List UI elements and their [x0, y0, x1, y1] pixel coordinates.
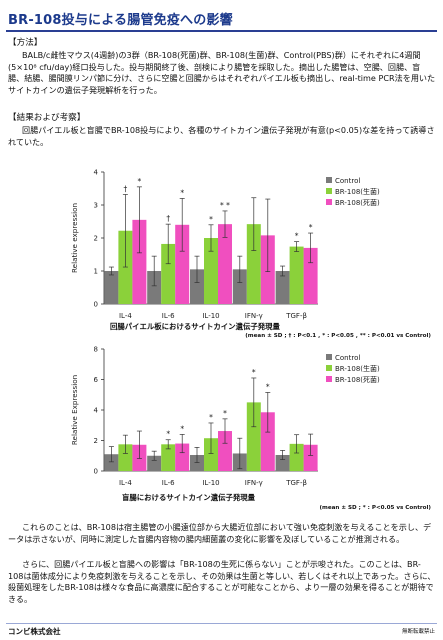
bar-0-2: [190, 269, 204, 304]
discussion-paragraph-1: これらのことは、BR-108は宿主腸管の小腸遠位部から大腸近位部において強い免疫…: [8, 522, 432, 544]
bar-2-3: [260, 412, 275, 471]
significance-mark: *: [309, 223, 313, 232]
bar-2-4: [303, 247, 318, 304]
legend-swatch-1: [326, 188, 332, 194]
bar-1-0: [118, 444, 133, 471]
bar-0-0: [104, 271, 119, 304]
x-tick-label: TGF-β: [285, 312, 307, 320]
x-tick-label: IL-6: [162, 312, 175, 320]
y-tick-label: 0: [94, 468, 98, 476]
chart2-title: 盲腸におけるサイトカイン遺伝子発現量: [122, 493, 256, 502]
page-title: BR-108投与による腸管免疫への影響: [8, 13, 233, 28]
bar-1-4: [289, 443, 304, 471]
y-tick-label: 3: [94, 202, 98, 210]
significance-mark: * *: [220, 201, 230, 210]
bar-2-0: [132, 219, 147, 304]
bar-0-0: [104, 454, 119, 471]
legend-swatch-0: [326, 354, 332, 360]
legend-swatch-1: [326, 365, 332, 371]
y-tick-label: 0: [94, 301, 98, 309]
legend-label-0: Control: [335, 177, 360, 185]
bar-2-2: [218, 431, 232, 471]
chart1-title: 回腸パイエル板におけるサイトカイン遺伝子発現量: [110, 322, 280, 331]
legend-label-0: Control: [335, 354, 360, 362]
legend-label-2: BR-108(死菌): [335, 375, 380, 384]
bar-0-1: [147, 455, 162, 471]
copyright-notice: 無断転載禁止: [401, 629, 435, 635]
bar-0-3: [232, 269, 247, 304]
bar-2-2: [218, 224, 232, 304]
bar-2-1: [175, 224, 190, 304]
y-tick-label: 2: [94, 235, 98, 243]
legend-swatch-2: [326, 199, 332, 205]
methods-body: BALB/c雌性マウス(4週齢)の3群（BR-108(死菌)群、BR-108(生…: [8, 50, 436, 96]
discussion-paragraph-2: さらに、回腸パイエル板と盲腸への影響は「BR-108の生死に係らない」ことが示唆…: [8, 559, 436, 605]
x-tick-label: IL-4: [119, 312, 132, 320]
bar-2-1: [175, 443, 190, 471]
significance-mark: *: [223, 409, 227, 418]
bar-0-2: [190, 454, 204, 471]
bar-1-2: [204, 438, 218, 471]
significance-mark: *: [209, 413, 213, 422]
x-tick-label: TGF-β: [285, 479, 307, 487]
x-tick-label: IL-10: [202, 479, 219, 487]
x-tick-label: IL-4: [119, 479, 132, 487]
methods-heading: 【方法】: [8, 38, 43, 48]
chart-peyers-patch: 0 1 2 3 4 Relative expression IL-4 † * IL-6 † * IL-1…: [70, 169, 380, 321]
bar-1-4: [289, 246, 304, 304]
bar-2-4: [303, 444, 318, 471]
chart1-note: (mean ± SD ; † : P<0.1 , * : P<0.05 , **…: [245, 333, 431, 339]
y-axis-label: Relative Expression: [70, 375, 79, 445]
bar-1-1: [161, 444, 176, 471]
legend-label-1: BR-108(生菌): [335, 187, 380, 196]
significance-mark: *: [166, 430, 170, 439]
bar-1-1: [161, 243, 176, 304]
significance-mark: *: [209, 215, 213, 224]
significance-mark: †: [124, 184, 128, 193]
footer-divider: [6, 623, 437, 624]
y-tick-label: 2: [94, 437, 98, 445]
company-name: コンビ株式会社: [8, 627, 61, 636]
bar-0-4: [275, 271, 290, 304]
significance-mark: *: [295, 232, 299, 241]
significance-mark: *: [266, 382, 270, 391]
x-tick-label: IFN-γ: [245, 312, 263, 320]
legend-swatch-0: [326, 177, 332, 183]
bar-1-2: [204, 238, 218, 304]
legend-label-1: BR-108(生菌): [335, 364, 380, 373]
y-tick-label: 4: [94, 407, 99, 415]
bar-1-3: [246, 402, 261, 471]
significance-mark: *: [180, 188, 184, 197]
significance-mark: *: [252, 368, 256, 377]
results-heading: 【結果および考察】: [8, 113, 86, 123]
chart-cecum: 0 2 4 6 8 Relative Expression IL-4 IL-6 * * IL-10 *…: [70, 346, 380, 488]
legend-swatch-2: [326, 376, 332, 382]
bar-0-1: [147, 271, 162, 304]
significance-mark: *: [180, 424, 184, 433]
y-tick-label: 1: [94, 268, 98, 276]
bar-0-4: [275, 454, 290, 471]
y-axis-label: Relative expression: [70, 203, 79, 273]
significance-mark: *: [138, 177, 142, 186]
legend-label-2: BR-108(死菌): [335, 198, 380, 207]
title-divider: [6, 30, 437, 32]
y-tick-label: 4: [94, 169, 99, 177]
y-tick-label: 8: [94, 346, 98, 354]
x-tick-label: IL-6: [162, 479, 175, 487]
significance-mark: †: [166, 214, 170, 223]
x-tick-label: IFN-γ: [245, 479, 263, 487]
bar-1-3: [246, 224, 261, 304]
y-tick-label: 6: [94, 376, 99, 384]
chart2-note: (mean ± SD ; * : P<0.05 vs Control): [319, 505, 431, 511]
results-intro: 回腸パイエル板と盲腸でBR-108投与により、各種のサイトカイン遺伝子発現が有意…: [8, 125, 435, 147]
x-tick-label: IL-10: [202, 312, 219, 320]
